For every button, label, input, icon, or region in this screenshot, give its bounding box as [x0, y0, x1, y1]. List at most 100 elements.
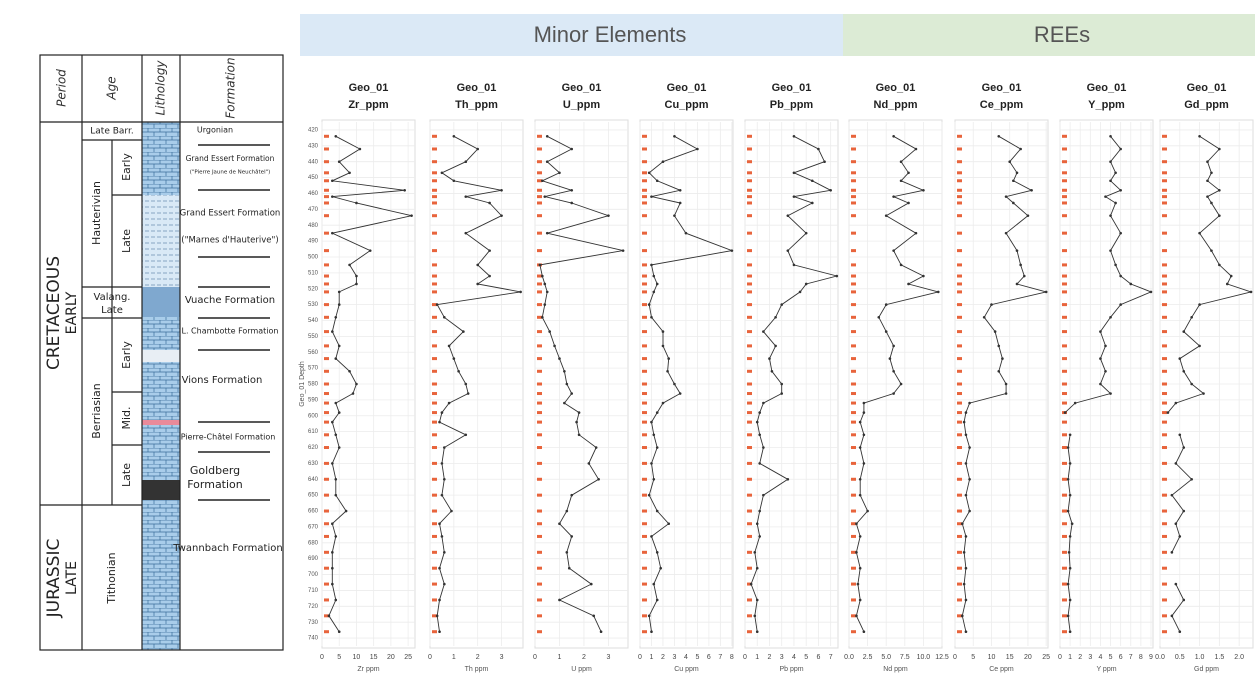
data-point: [994, 330, 997, 333]
sample-marker: [1162, 392, 1167, 395]
panel-title: Geo_01: [349, 82, 389, 94]
data-point: [334, 535, 337, 538]
sample-marker: [747, 232, 752, 235]
data-point: [441, 494, 444, 497]
data-point: [541, 179, 544, 182]
sample-marker: [324, 567, 329, 570]
x-axis-label: Gd ppm: [1194, 666, 1219, 673]
y-tick-label: 720: [308, 604, 319, 610]
x-tick-label: 2.0: [1234, 654, 1244, 661]
data-point: [968, 446, 971, 449]
sample-marker: [851, 179, 856, 182]
panel-title: Geo_01: [772, 82, 812, 94]
data-point: [758, 462, 761, 465]
data-point: [403, 189, 406, 192]
x-tick-label: 4: [792, 654, 796, 661]
sample-marker: [324, 402, 329, 405]
sample-marker: [642, 282, 647, 285]
sample-marker: [957, 535, 962, 538]
data-point: [453, 357, 456, 360]
sample-marker: [747, 160, 752, 163]
x-tick-label: 0: [743, 654, 747, 661]
sample-marker: [957, 147, 962, 150]
data-point: [519, 291, 522, 294]
sample-marker: [747, 494, 752, 497]
y-tick-label: 630: [308, 461, 319, 467]
sample-marker: [1062, 567, 1067, 570]
data-point: [558, 357, 561, 360]
sample-marker: [957, 510, 962, 513]
x-tick-label: 0: [320, 654, 324, 661]
data-point: [885, 214, 888, 217]
data-point: [961, 615, 964, 618]
data-point: [811, 202, 814, 205]
data-point: [464, 383, 467, 386]
data-point: [1019, 264, 1022, 267]
data-point: [922, 189, 925, 192]
data-point: [915, 148, 918, 151]
sample-marker: [642, 551, 647, 554]
sample-marker: [642, 316, 647, 319]
sample-marker: [642, 421, 647, 424]
data-point: [1099, 383, 1102, 386]
data-point: [650, 535, 653, 538]
data-point: [799, 291, 802, 294]
sample-marker: [747, 411, 752, 414]
data-point: [1198, 135, 1201, 138]
sample-marker: [642, 583, 647, 586]
x-tick-label: 9: [1149, 654, 1153, 661]
sample-marker: [957, 392, 962, 395]
x-tick-label: 5: [971, 654, 975, 661]
data-point: [696, 148, 699, 151]
sample-marker: [642, 402, 647, 405]
data-point: [488, 249, 491, 252]
data-point: [1218, 148, 1221, 151]
sample-marker: [324, 583, 329, 586]
age: Berriasian: [90, 383, 103, 438]
data-point: [650, 630, 653, 633]
data-point: [548, 330, 551, 333]
sample-marker: [957, 583, 962, 586]
sample-marker: [747, 357, 752, 360]
sample-marker: [1062, 201, 1067, 204]
data-point: [578, 411, 581, 414]
data-point: [1023, 275, 1026, 278]
data-point: [673, 214, 676, 217]
data-point: [656, 510, 659, 513]
data-point: [1119, 303, 1122, 306]
data-point: [885, 330, 888, 333]
data-point: [1178, 434, 1181, 437]
panel-variable: Gd_ppm: [1184, 99, 1229, 111]
sample-marker: [432, 433, 437, 436]
data-point: [753, 615, 756, 618]
sample-marker: [537, 160, 542, 163]
sample-marker: [642, 249, 647, 252]
data-point: [570, 392, 573, 395]
data-point: [1016, 283, 1019, 286]
sample-marker: [642, 494, 647, 497]
sample-marker: [747, 383, 752, 386]
sample-marker: [642, 232, 647, 235]
sample-marker: [432, 421, 437, 424]
data-point: [997, 370, 1000, 373]
data-point: [476, 148, 479, 151]
sample-marker: [851, 462, 856, 465]
panel-title: Geo_01: [1187, 82, 1227, 94]
data-point: [355, 202, 358, 205]
sample-marker: [642, 370, 647, 373]
sample-marker: [324, 357, 329, 360]
sample-marker: [1062, 344, 1067, 347]
x-tick-label: 1.0: [1195, 654, 1205, 661]
sample-marker: [324, 551, 329, 554]
sample-marker: [851, 189, 856, 192]
sample-marker: [747, 392, 752, 395]
data-point: [859, 478, 862, 481]
x-tick-label: 15: [370, 654, 378, 661]
data-point: [595, 446, 598, 449]
sample-marker: [642, 522, 647, 525]
sample-marker: [1062, 383, 1067, 386]
data-point: [441, 535, 444, 538]
y-tick-label: 520: [308, 286, 319, 292]
data-point: [331, 522, 334, 525]
sample-marker: [432, 494, 437, 497]
